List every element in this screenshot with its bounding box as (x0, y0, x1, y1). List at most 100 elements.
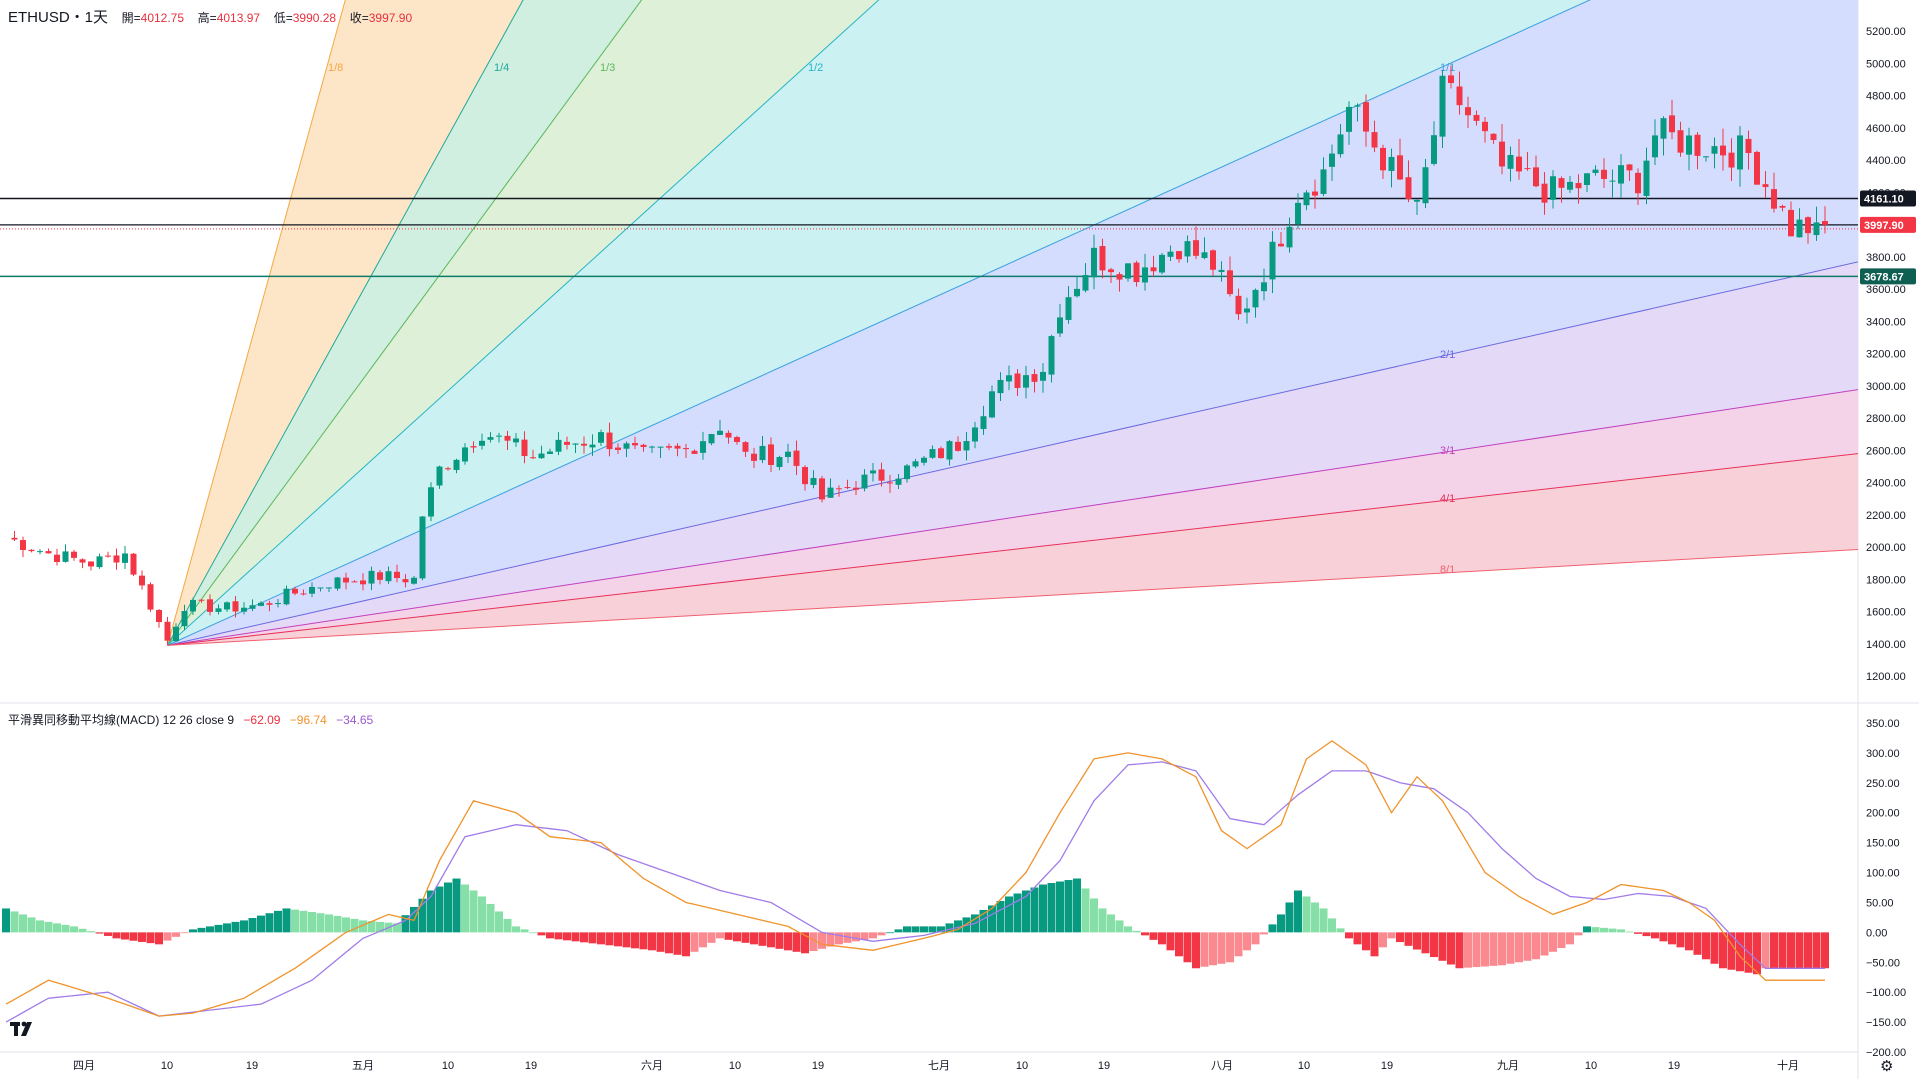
candle-body (487, 437, 494, 440)
macd-histogram-bar (1795, 932, 1804, 969)
macd-histogram-bar (631, 932, 639, 949)
price-tag (1860, 268, 1916, 285)
candle-body (1397, 155, 1403, 180)
candle-body (113, 555, 120, 563)
macd-histogram-bar (1642, 932, 1651, 937)
macd-histogram-bar (1787, 932, 1795, 969)
candle-body (1558, 178, 1565, 188)
macd-histogram-bar (95, 932, 104, 934)
candle-body (147, 584, 154, 610)
tradingview-logo-icon[interactable] (10, 1020, 36, 1042)
candle-body (88, 561, 94, 567)
macd-histogram-bar (529, 932, 537, 934)
candle-body (1380, 147, 1386, 171)
macd-histogram-bar (1685, 932, 1693, 951)
gann-fan-label: 4/1 (1440, 493, 1455, 505)
candle-body (54, 554, 60, 563)
candle-body (1278, 243, 1284, 247)
open-value: 4012.75 (140, 11, 185, 25)
candle-body (895, 478, 902, 485)
candle-body (776, 457, 783, 467)
macd-tick-label: −100.00 (1866, 987, 1906, 999)
candle-body (1822, 221, 1828, 225)
macd-histogram-bar (1574, 932, 1583, 936)
candle-body (1108, 269, 1114, 273)
price-tag-label: 3997.90 (1864, 220, 1904, 232)
candle-body (224, 602, 230, 610)
macd-histogram-bar (282, 908, 291, 933)
candle-body (887, 482, 893, 484)
candle-body (1694, 134, 1701, 156)
macd-histogram-bar (767, 932, 775, 948)
price-tag (1860, 190, 1916, 207)
candle-body (997, 379, 1004, 394)
macd-histogram-bar (27, 917, 36, 933)
symbol-title[interactable]: ETHUSD・1天 (8, 9, 109, 26)
macd-histogram-bar (1421, 932, 1430, 954)
time-tick-label: 10 (161, 1060, 173, 1072)
macd-histogram-bar (1234, 932, 1243, 957)
macd-tick-label: 100.00 (1866, 868, 1900, 880)
time-tick-label: 九月 (1497, 1059, 1519, 1072)
candle-body (232, 601, 239, 612)
time-tick-label: 七月 (928, 1059, 950, 1072)
candle-body (1057, 317, 1063, 334)
macd-histogram-bar (1464, 932, 1472, 968)
macd-histogram-bar (19, 914, 27, 933)
candle-body (1142, 267, 1148, 283)
macd-histogram-bar (1430, 932, 1438, 958)
candle-body (929, 449, 936, 458)
gann-fan-line (167, 0, 880, 646)
macd-histogram-bar (1404, 932, 1413, 946)
candle-body (581, 443, 587, 446)
candle-body (1626, 164, 1633, 171)
time-tick-label: 10 (442, 1060, 454, 1072)
candle-body (1652, 135, 1658, 158)
candle-body (445, 468, 451, 470)
candle-body (1354, 105, 1361, 107)
macd-histogram-bar (444, 882, 452, 933)
macd-histogram-bar (189, 929, 197, 933)
candle-body (394, 571, 400, 579)
macd-histogram-bar (1413, 932, 1421, 950)
price-tag-label: 3678.67 (1864, 271, 1904, 283)
macd-histogram-bar (1727, 932, 1736, 970)
macd-legend[interactable]: 平滑異同移動平均線(MACD) 12 26 close 9 −62.09 −96… (8, 711, 373, 728)
candle-body (1065, 297, 1072, 320)
macd-histogram-bar (1506, 932, 1515, 964)
macd-histogram-bar (1719, 932, 1727, 969)
macd-histogram-bar (886, 932, 894, 934)
macd-histogram-bar (10, 911, 19, 933)
macd-histogram-bar (53, 923, 61, 933)
macd-histogram-bar (401, 915, 410, 933)
candle-body (1609, 180, 1616, 182)
candle-body (1116, 274, 1123, 280)
candle-body (564, 441, 570, 445)
candle-body (309, 586, 315, 594)
candle-body (530, 457, 536, 459)
macd-histogram-bar (342, 917, 350, 933)
candle-body (649, 446, 655, 448)
macd-histogram-bar (954, 920, 962, 933)
macd-histogram-bar (512, 926, 520, 933)
macd-histogram-bar (138, 932, 146, 942)
candle-body (1482, 121, 1488, 132)
macd-histogram-bar (1251, 932, 1260, 945)
candle-body (1490, 133, 1497, 141)
candle-body (1703, 156, 1709, 158)
macd-histogram-bar (724, 932, 733, 940)
candle-body (598, 432, 604, 443)
candle-body (1210, 250, 1216, 270)
gear-icon[interactable]: ⚙ (1880, 1058, 1894, 1075)
candle-body (708, 434, 715, 444)
candle-body (1133, 262, 1140, 283)
candle-body (1567, 181, 1573, 190)
macd-histogram-bar (1115, 920, 1124, 933)
macd-histogram-bar (325, 914, 333, 933)
candle-body (453, 459, 460, 470)
candle-body (878, 469, 885, 481)
macd-histogram-bar (316, 913, 325, 933)
macd-tick-label: −50.00 (1866, 957, 1900, 969)
gann-fan-label: 1/3 (600, 62, 615, 74)
